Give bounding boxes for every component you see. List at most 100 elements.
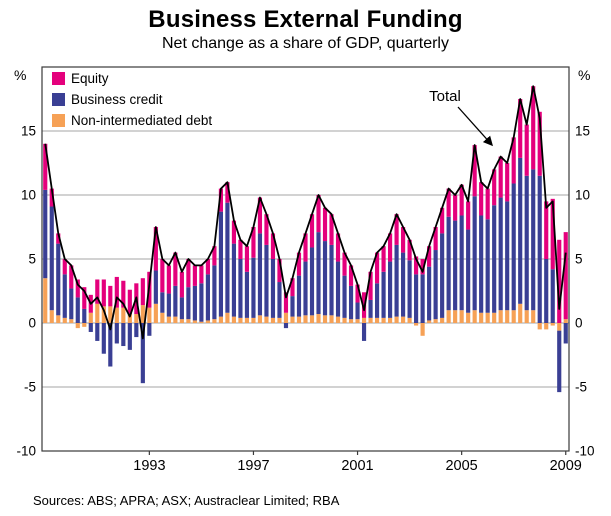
bar-segment-business-credit [257, 233, 263, 316]
bar-segment-non-intermediated-debt [440, 317, 445, 323]
bar-segment-business-credit [563, 323, 568, 344]
bar-segment-business-credit [43, 189, 48, 279]
bar-segment-equity [446, 188, 451, 217]
bar-segment-non-intermediated-debt [218, 316, 223, 323]
bar-segment-equity [433, 227, 438, 251]
bar-segment-equity [166, 265, 171, 294]
bar-segment-equity [355, 284, 360, 303]
y-axis-unit-right: % [578, 67, 590, 83]
bar-segment-business-credit [420, 274, 425, 323]
bar-segment-business-credit [466, 229, 471, 313]
bar-segment-equity [316, 195, 321, 233]
y-tick-label-right: -5 [575, 380, 587, 395]
bar-segment-business-credit [75, 297, 80, 323]
bar-segment-business-credit [69, 288, 74, 320]
bar-segment-business-credit [446, 216, 451, 311]
bar-segment-non-intermediated-debt [537, 323, 542, 330]
bar-segment-equity [153, 227, 158, 271]
legend-label: Non-intermediated debt [71, 113, 212, 128]
bar-segment-equity [374, 252, 380, 284]
bar-segment-non-intermediated-debt [277, 317, 282, 323]
bar-segment-non-intermediated-debt [121, 307, 126, 323]
bar-segment-business-credit [505, 201, 510, 311]
bar-segment-equity [348, 265, 354, 286]
bar-segment-equity [108, 285, 113, 307]
bar-segment-business-credit [88, 323, 93, 332]
bar-segment-business-credit [231, 243, 237, 317]
bar-segment-business-credit [537, 175, 542, 323]
bar-segment-business-credit [355, 302, 360, 320]
bar-segment-non-intermediated-debt [43, 278, 48, 323]
bar-segment-business-credit [524, 175, 529, 311]
legend-label: Business credit [71, 92, 163, 107]
y-tick-label-left: 5 [28, 252, 36, 267]
bar-segment-non-intermediated-debt [492, 312, 497, 323]
bar-segment-equity [43, 143, 48, 190]
bar-segment-business-credit [414, 274, 419, 323]
bar-segment-non-intermediated-debt [388, 317, 393, 323]
y-tick-label-right: 5 [575, 252, 583, 267]
bar-segment-business-credit [140, 323, 145, 384]
bar-segment-equity [329, 214, 334, 245]
bar-segment-equity [114, 276, 119, 308]
bar-segment-business-credit [427, 266, 432, 321]
bar-segment-business-credit [212, 265, 217, 320]
bar-segment-business-credit [485, 219, 490, 313]
bar-segment-equity [479, 182, 484, 216]
bar-segment-non-intermediated-debt [186, 319, 191, 323]
bar-segment-non-intermediated-debt [433, 319, 438, 323]
bar-segment-business-credit [361, 323, 367, 341]
bar-segment-non-intermediated-debt [322, 315, 328, 323]
bar-segment-equity [75, 279, 80, 298]
bar-segment-non-intermediated-debt [95, 303, 100, 323]
bar-segment-business-credit [238, 259, 243, 318]
x-tick-label: 2001 [341, 458, 373, 474]
x-tick-label: 1993 [133, 458, 165, 474]
bar-segment-equity [492, 169, 497, 206]
bar-segment-non-intermediated-debt [407, 317, 412, 323]
bar-segment-non-intermediated-debt [49, 310, 54, 323]
bar-segment-non-intermediated-debt [479, 312, 484, 323]
bar-segment-business-credit [290, 296, 295, 317]
bar-segment-business-credit [472, 196, 477, 311]
bar-segment-non-intermediated-debt [459, 310, 464, 323]
bar-segment-equity [342, 252, 347, 276]
bar-segment-business-credit [147, 323, 152, 336]
bar-segment-equity [466, 201, 471, 230]
chart-subtitle: Net change as a share of GDP, quarterly [162, 35, 449, 52]
bar-segment-non-intermediated-debt [231, 316, 237, 323]
bar-segment-equity [225, 182, 230, 203]
bar-segment-non-intermediated-debt [563, 319, 568, 323]
bar-segment-non-intermediated-debt [394, 316, 399, 323]
bar-segment-equity [407, 239, 412, 261]
bar-segment-business-credit [173, 285, 178, 317]
bar-segment-equity [459, 184, 464, 216]
bar-segment-business-credit [56, 243, 61, 316]
bar-segment-equity [537, 111, 542, 176]
bar-segment-equity [95, 279, 100, 304]
bar-segment-non-intermediated-debt [114, 307, 119, 323]
bar-segment-non-intermediated-debt [108, 306, 113, 323]
bar-segment-non-intermediated-debt [511, 310, 516, 323]
bar-segment-equity [420, 259, 425, 275]
bar-segment-non-intermediated-debt [238, 317, 243, 323]
bar-segment-non-intermediated-debt [374, 317, 380, 323]
bar-segment-equity [173, 252, 178, 286]
bar-segment-equity [505, 163, 510, 202]
bar-segment-non-intermediated-debt [414, 323, 419, 326]
bar-segment-equity [212, 246, 217, 266]
bar-segment-business-credit [557, 330, 562, 393]
bar-segment-business-credit [192, 285, 197, 321]
bar-segment-non-intermediated-debt [283, 312, 289, 323]
bar-segment-business-credit [348, 285, 354, 320]
bar-segment-equity [368, 271, 373, 300]
bar-segment-equity [69, 265, 74, 289]
bar-segment-non-intermediated-debt [348, 319, 354, 323]
bar-segment-non-intermediated-debt [290, 316, 295, 323]
bar-segment-non-intermediated-debt [316, 314, 321, 323]
bar-segment-equity [440, 207, 445, 234]
bar-segment-equity [309, 214, 315, 248]
bar-segment-non-intermediated-debt [296, 316, 302, 323]
bar-segment-equity [472, 145, 477, 197]
bar-segment-business-credit [218, 211, 223, 317]
